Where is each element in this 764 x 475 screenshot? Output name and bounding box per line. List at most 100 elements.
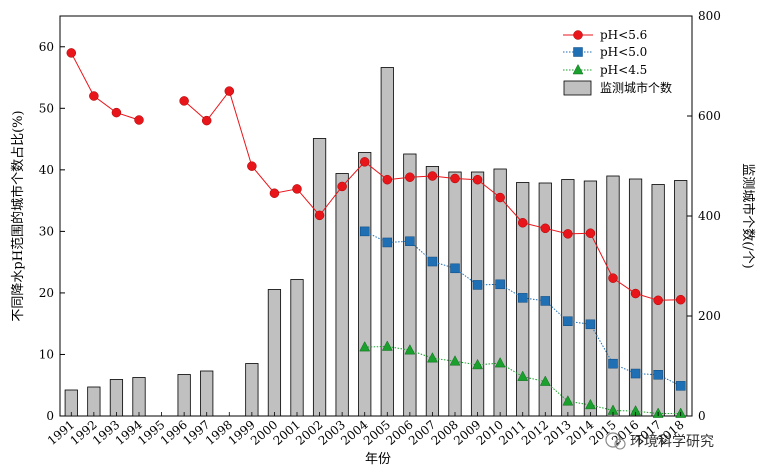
point-ph56-2003 (337, 181, 347, 192)
point-ph56-2002 (314, 210, 325, 221)
x-axis-title: 年份 (365, 452, 391, 467)
y-right-tick-label-400: 400 (698, 209, 721, 223)
legend-label-ph45: pH<4.5 (600, 63, 647, 77)
watermark-text: 环境科学研究 (630, 434, 714, 450)
point-ph56-2010 (495, 192, 505, 203)
point-ph50-2009 (472, 280, 483, 290)
point-ph56-2006 (405, 172, 415, 182)
point-ph45-2013 (562, 395, 574, 406)
point-ph56-2014 (585, 228, 596, 238)
bar-2002 (312, 138, 327, 417)
point-ph56-1998 (224, 86, 235, 96)
y-left-tick-label-20: 20 (39, 286, 54, 300)
bar-1994 (132, 377, 146, 417)
y-axis-left-title: 不同降水pH范围的城市个数占比(%) (10, 110, 26, 321)
point-ph50-2008 (450, 263, 460, 274)
point-ph45-2010 (494, 357, 506, 368)
bar-1997 (200, 370, 214, 417)
bar-2015 (606, 175, 620, 417)
series-line-ph50-0 (364, 230, 681, 387)
point-ph56-2012 (540, 223, 551, 234)
point-ph56-2015 (608, 273, 618, 283)
legend-marker-bars (563, 80, 592, 96)
point-ph45-2006 (404, 344, 416, 355)
point-ph50-2016 (630, 368, 641, 379)
markers-layer (66, 48, 687, 418)
point-ph45-2008 (449, 355, 461, 366)
point-ph45-2009 (472, 358, 483, 370)
point-ph56-1999 (247, 161, 257, 171)
point-ph56-2009 (472, 174, 483, 185)
point-ph45-2012 (539, 375, 551, 386)
point-ph56-2005 (382, 174, 393, 185)
point-ph50-2013 (563, 316, 573, 326)
point-ph56-2004 (359, 157, 370, 167)
bar-1992 (87, 386, 101, 417)
point-ph56-1992 (89, 91, 99, 101)
legend-label-ph50: pH<5.0 (600, 45, 647, 59)
point-ph56-2018 (675, 294, 686, 305)
point-ph50-2017 (653, 370, 663, 380)
y-left-tick-label-50: 50 (39, 101, 54, 115)
point-ph45-2004 (359, 341, 371, 352)
point-ph56-2013 (563, 229, 573, 239)
bars-layer (64, 67, 688, 417)
point-ph45-2011 (517, 370, 529, 381)
bar-2001 (290, 279, 304, 417)
point-ph45-2007 (427, 352, 438, 363)
y-left-tick-label-60: 60 (39, 40, 54, 54)
watermark: 环境科学研究 (605, 432, 714, 450)
point-ph45-2005 (381, 340, 393, 351)
y-right-tick-label-600: 600 (698, 109, 721, 123)
point-ph56-1997 (201, 115, 212, 126)
point-ph56-2011 (517, 218, 528, 228)
y-right-tick-label-0: 0 (698, 409, 706, 423)
wechat-icon (605, 432, 621, 448)
bar-2010 (493, 168, 507, 417)
series-line-ph56-0 (70, 52, 140, 121)
legend-marker-ph45 (572, 63, 584, 75)
point-ph50-2018 (675, 381, 686, 391)
y-right-tick-label-200: 200 (698, 309, 721, 323)
point-ph56-1994 (134, 115, 144, 125)
y-left-tick-label-40: 40 (39, 163, 54, 177)
bar-1993 (109, 379, 124, 417)
point-ph50-2015 (608, 358, 618, 369)
bar-1996 (177, 374, 191, 417)
point-ph45-2014 (585, 398, 596, 410)
point-ph50-2006 (405, 236, 415, 246)
point-ph50-2007 (427, 256, 438, 267)
plot-frame (59, 15, 693, 417)
bar-2014 (583, 180, 598, 417)
point-ph56-2016 (630, 288, 641, 299)
point-ph56-1991 (66, 48, 77, 58)
point-ph56-1993 (111, 107, 122, 118)
wechat-icon-inner (614, 438, 626, 450)
point-ph56-2017 (653, 295, 663, 306)
legend-label-bars: 监测城市个数 (600, 80, 672, 95)
bar-2000 (267, 289, 282, 417)
bar-2009 (470, 171, 485, 417)
point-ph56-2007 (427, 171, 438, 181)
point-ph56-1996 (179, 96, 189, 106)
point-ph50-2012 (540, 296, 551, 306)
point-ph56-2008 (450, 173, 460, 184)
bar-2013 (561, 179, 575, 417)
point-ph50-2011 (517, 293, 528, 303)
y-axis-right-title: 监测城市个数(/个) (740, 163, 756, 269)
bar-1999 (245, 363, 259, 417)
y-left-tick-label-10: 10 (39, 347, 54, 361)
bar-2003 (335, 173, 349, 417)
point-ph50-2005 (382, 237, 393, 248)
bar-2007 (425, 166, 440, 417)
bar-2008 (448, 171, 462, 417)
bar-2006 (403, 153, 417, 417)
point-ph50-2014 (585, 319, 596, 330)
point-ph56-2001 (292, 184, 302, 194)
legend: pH<5.6 pH<5.0 pH<4.5 监测城市个数 (563, 28, 672, 96)
legend-marker-ph50 (573, 47, 583, 57)
y-left-tick-label-0: 0 (46, 409, 54, 423)
point-ph50-2004 (359, 226, 370, 237)
point-ph50-2010 (495, 279, 505, 290)
